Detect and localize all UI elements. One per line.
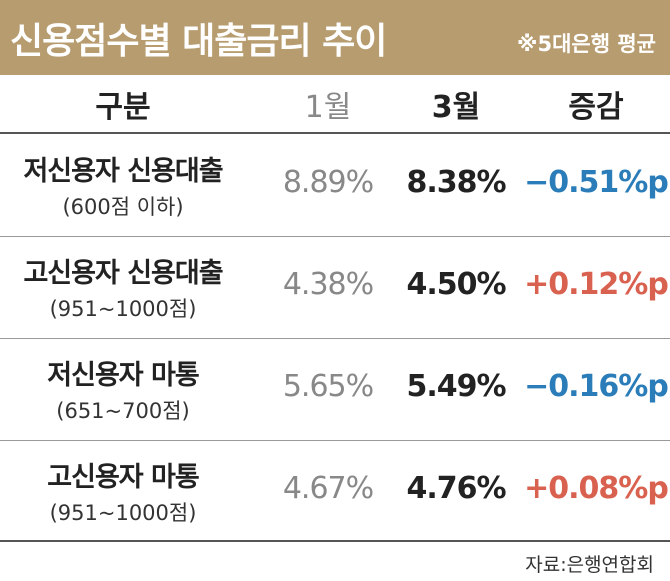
jan-rate: 4.38% [282,267,374,302]
mar-rate: 4.76% [406,471,506,506]
row-label: 저신용자 마통 [47,360,199,391]
rate-change: −0.51%p [524,165,669,200]
rate-change: −0.16%p [524,369,669,404]
title-bar [0,0,670,75]
source: 자료:은행연합회 [525,554,654,576]
row-label: 저신용자 신용대출 [23,156,223,187]
row-label: 고신용자 신용대출 [23,258,223,289]
row-sublabel: (951~1000점) [49,297,197,321]
mar-rate: 5.49% [406,369,506,404]
column-header: 구분 [95,90,151,125]
column-header: 증감 [568,90,624,125]
jan-rate: 8.89% [282,165,374,200]
bottom-rule [0,540,670,542]
header-rule [0,132,670,134]
mar-rate: 8.38% [406,165,506,200]
title: 신용점수별 대출금리 추이 [10,21,387,62]
jan-rate: 5.65% [282,369,374,404]
table-row: 저신용자 신용대출 (600점 이하) 8.89% 8.38% −0.51%p [0,135,670,237]
table-row: 고신용자 마통 (951~1000점) 4.67% 4.76% +0.08%p [0,441,670,543]
table-row: 고신용자 신용대출 (951~1000점) 4.38% 4.50% +0.12%p [0,237,670,339]
subtitle: ※5대은행 평균 [517,32,656,56]
row-divider [0,440,670,441]
column-header: 3월 [431,90,481,125]
column-header: 1월 [304,90,352,125]
row-sublabel: (600점 이하) [62,195,184,219]
table-row: 저신용자 마통 (651~700점) 5.65% 5.49% −0.16%p [0,339,670,441]
rate-change: +0.08%p [524,471,669,506]
row-sublabel: (651~700점) [56,399,190,423]
jan-rate: 4.67% [282,471,374,506]
row-divider [0,236,670,237]
row-sublabel: (951~1000점) [49,501,197,525]
row-divider [0,338,670,339]
mar-rate: 4.50% [406,267,506,302]
rate-change: +0.12%p [524,267,669,302]
row-label: 고신용자 마통 [47,462,199,493]
